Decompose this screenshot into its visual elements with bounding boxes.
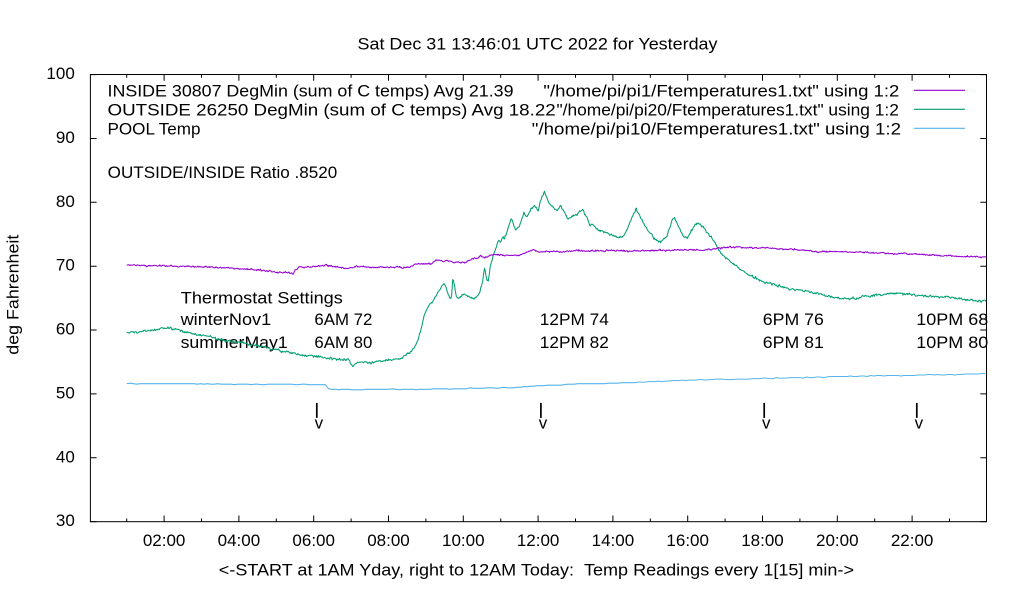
svg-text:6AM 80: 6AM 80 [314,333,372,352]
svg-text:12PM 82: 12PM 82 [540,333,609,352]
svg-text:"/home/pi/pi10/Ftemperatures1.: "/home/pi/pi10/Ftemperatures1.txt" using… [532,119,901,138]
svg-text:10PM 80: 10PM 80 [916,333,988,352]
svg-text:<-START at 1AM Yday, right to: <-START at 1AM Yday, right to 12AM Today… [219,561,854,580]
svg-text:10:00: 10:00 [442,531,485,550]
svg-text:100: 100 [46,64,74,83]
svg-text:v: v [915,413,924,432]
svg-text:30: 30 [56,511,75,530]
svg-text:Thermostat Settings: Thermostat Settings [181,289,343,308]
svg-text:12PM 74: 12PM 74 [540,310,609,329]
svg-text:90: 90 [56,128,75,147]
svg-text:50: 50 [56,383,75,402]
svg-text:20:00: 20:00 [816,531,859,550]
svg-text:02:00: 02:00 [143,531,186,550]
svg-text:"/home/pi/pi1/Ftemperatures1.t: "/home/pi/pi1/Ftemperatures1.txt" using … [543,81,899,100]
svg-text:v: v [539,413,548,432]
svg-text:6AM 72: 6AM 72 [314,310,372,329]
svg-text:60: 60 [56,320,75,339]
svg-text:18:00: 18:00 [741,531,784,550]
svg-text:06:00: 06:00 [292,531,335,550]
svg-text:08:00: 08:00 [367,531,410,550]
svg-text:6PM 81: 6PM 81 [763,333,824,352]
svg-text:14:00: 14:00 [592,531,635,550]
svg-text:deg Fahrenheit: deg Fahrenheit [4,234,23,354]
svg-text:v: v [315,413,324,432]
svg-text:winterNov1: winterNov1 [180,310,272,329]
svg-text:6PM 76: 6PM 76 [763,310,824,329]
svg-text:22:00: 22:00 [891,531,934,550]
svg-text:Sat Dec 31 13:46:01 UTC 2022 f: Sat Dec 31 13:46:01 UTC 2022 for Yesterd… [358,35,719,54]
svg-text:OUTSIDE/INSIDE Ratio .8520: OUTSIDE/INSIDE Ratio .8520 [108,163,338,182]
svg-text:40: 40 [56,447,75,466]
svg-text:v: v [762,413,771,432]
svg-text:80: 80 [56,192,75,211]
svg-text:04:00: 04:00 [218,531,261,550]
svg-text:INSIDE 30807 DegMin (sum of C: INSIDE 30807 DegMin (sum of C temps) Avg… [108,81,514,100]
svg-text:12:00: 12:00 [517,531,560,550]
svg-text:POOL Temp: POOL Temp [108,119,201,138]
svg-text:16:00: 16:00 [666,531,709,550]
svg-text:"/home/pi/pi20/Ftemperatures1.: "/home/pi/pi20/Ftemperatures1.txt" using… [557,100,899,119]
svg-text:70: 70 [56,256,75,275]
svg-text:OUTSIDE 26250 DegMin (sum of C: OUTSIDE 26250 DegMin (sum of C temps) Av… [108,100,556,119]
svg-text:10PM 68: 10PM 68 [916,310,988,329]
